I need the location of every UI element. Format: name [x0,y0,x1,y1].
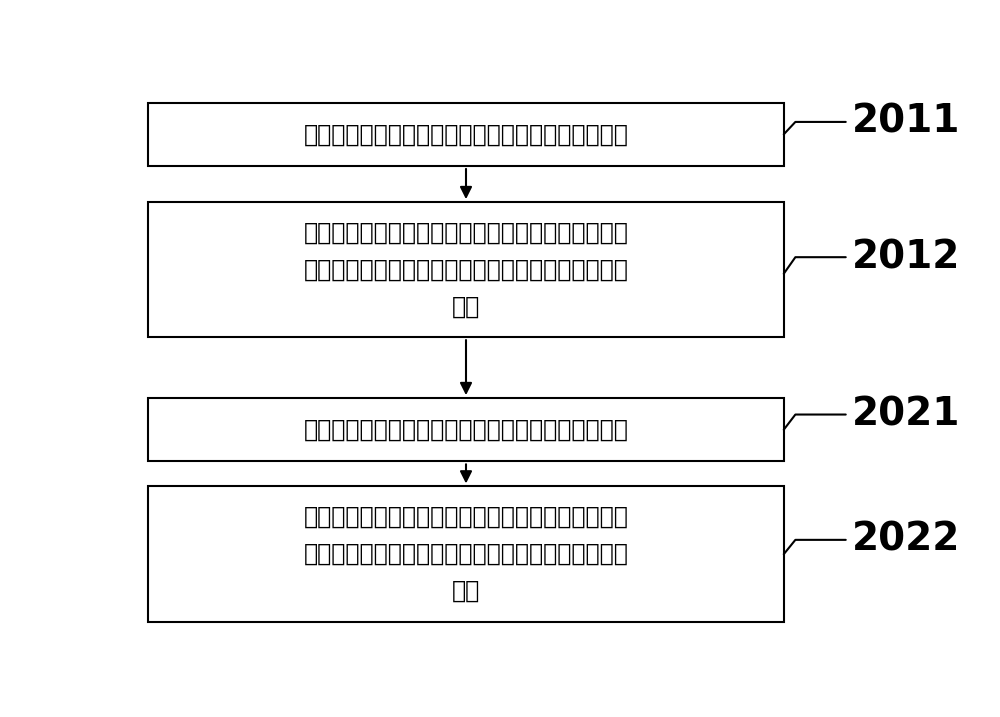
Text: 设定第一注入电流幅值初值和第一注入电流相位初值: 设定第一注入电流幅值初值和第一注入电流相位初值 [304,123,628,146]
Text: 2022: 2022 [852,521,960,559]
Text: 2012: 2012 [852,238,960,276]
Text: 设定第二注入电流幅值初值和第二注入电流相位初值: 设定第二注入电流幅值初值和第二注入电流相位初值 [304,418,628,442]
Bar [148,486,784,622]
Text: 2011: 2011 [852,103,960,141]
Bar [148,202,784,337]
Bar [148,103,784,166]
Text: 调整注入电流幅值，比较故障相电压的大小，查找故
障相电压最小时对应的注入电流幅值，定义为幅值参
考值: 调整注入电流幅值，比较故障相电压的大小，查找故 障相电压最小时对应的注入电流幅值… [304,505,628,603]
Bar [148,398,784,462]
Text: 2021: 2021 [852,396,960,434]
Text: 调整注入电流相位，比较故障相电压的大小，查找故
障相电压最小时对应的注入电流相位，定义为相位参
考值: 调整注入电流相位，比较故障相电压的大小，查找故 障相电压最小时对应的注入电流相位… [304,220,628,319]
